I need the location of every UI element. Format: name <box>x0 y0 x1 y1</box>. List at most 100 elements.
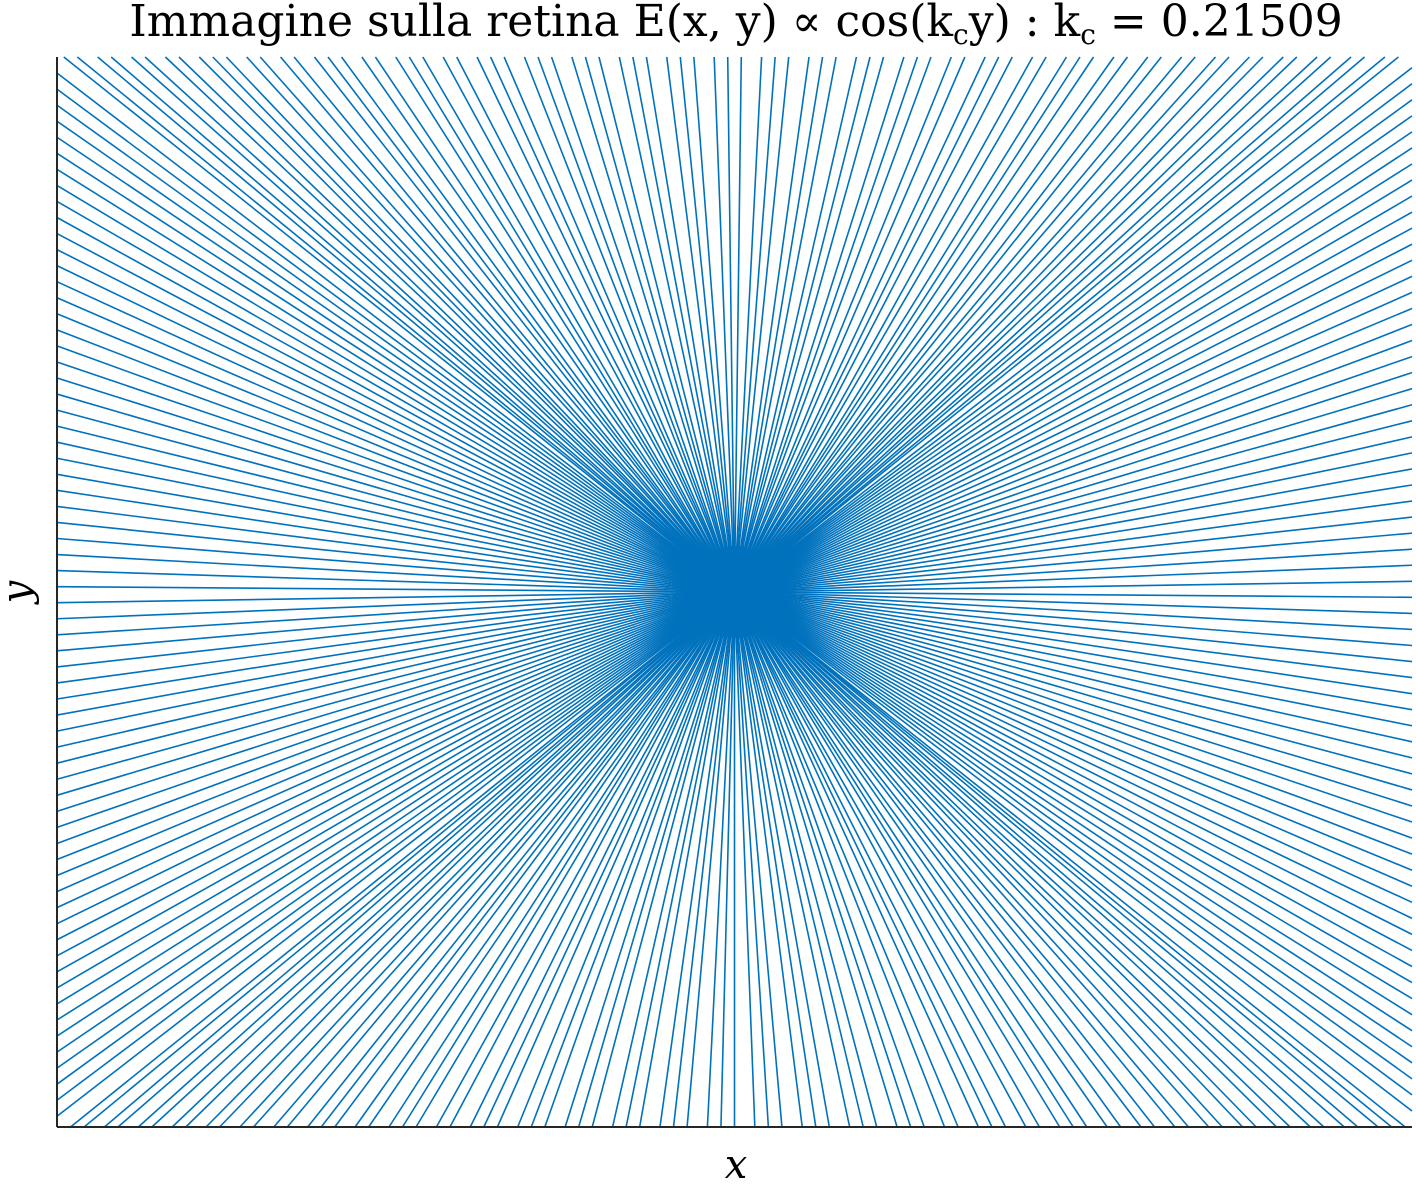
ray-right-31 <box>734 591 1413 615</box>
ray-top-72 <box>733 56 1230 593</box>
ray-right-32 <box>734 591 1413 599</box>
x-axis-label: x <box>725 1142 748 1186</box>
ray-top-35 <box>632 56 736 593</box>
ray-left-24 <box>56 591 735 732</box>
ray-bottom-43 <box>733 591 770 1128</box>
ray-top-34 <box>618 56 736 593</box>
y-axis-label: y <box>0 579 40 605</box>
ray-top-63 <box>733 56 1081 593</box>
ray-left-58 <box>56 184 735 593</box>
ray-top-37 <box>665 56 736 593</box>
ray-right-35 <box>734 548 1413 593</box>
ray-top-5 <box>144 56 736 593</box>
ray-bottom-16 <box>334 591 736 1128</box>
ray-bottom-33 <box>611 591 736 1128</box>
ray-top-23 <box>442 56 736 593</box>
ray-top-82 <box>733 56 1399 593</box>
ray-top-50 <box>733 56 871 593</box>
ray-bottom-67 <box>733 591 1156 1128</box>
ray-top-51 <box>733 56 885 593</box>
ray-top-80 <box>733 56 1366 593</box>
ray-top-19 <box>374 56 736 593</box>
ray-top-30 <box>550 56 736 593</box>
ray-bottom-71 <box>733 591 1223 1128</box>
ray-bottom-22 <box>435 591 736 1128</box>
ray-bottom-15 <box>320 591 736 1128</box>
ray-left-40 <box>56 473 735 593</box>
ray-left-44 <box>56 409 735 593</box>
ray-bottom-50 <box>733 591 878 1128</box>
ray-top-20 <box>395 56 736 593</box>
ray-left-1 <box>56 591 735 1101</box>
ray-left-12 <box>56 591 735 925</box>
ray-top-14 <box>293 56 736 593</box>
ray-right-47 <box>734 355 1413 593</box>
ray-bottom-35 <box>638 591 736 1128</box>
ray-bottom-76 <box>733 591 1311 1128</box>
ray-right-15 <box>734 591 1413 871</box>
ray-top-76 <box>733 56 1298 593</box>
ray-right-36 <box>734 532 1413 593</box>
ray-left-8 <box>56 591 735 989</box>
ray-top-16 <box>327 56 736 593</box>
ray-left-61 <box>56 136 735 593</box>
ray-left-22 <box>56 591 735 764</box>
ray-left-6 <box>56 591 735 1021</box>
ray-bottom-52 <box>733 591 912 1128</box>
ray-left-64 <box>56 88 735 593</box>
ray-bottom-3 <box>117 591 736 1128</box>
ray-left-29 <box>56 591 735 652</box>
ray-top-44 <box>733 56 776 593</box>
ray-right-62 <box>734 115 1413 593</box>
ray-right-21 <box>734 591 1413 775</box>
ray-convergence-center <box>688 546 781 638</box>
ray-bottom-18 <box>367 591 736 1128</box>
ray-top-68 <box>733 56 1162 593</box>
ray-top-74 <box>733 56 1264 593</box>
ray-bottom-28 <box>530 591 736 1128</box>
ray-top-73 <box>733 56 1250 593</box>
ray-top-1 <box>76 56 736 593</box>
ray-bottom-74 <box>733 591 1278 1128</box>
ray-left-26 <box>56 591 735 700</box>
ray-top-58 <box>733 56 1000 593</box>
ray-left-37 <box>56 521 735 593</box>
ray-left-30 <box>56 591 735 636</box>
ray-bottom-80 <box>733 591 1379 1128</box>
ray-left-11 <box>56 591 735 941</box>
ray-bottom-77 <box>733 591 1325 1128</box>
chart-title-subscript-2: c <box>1080 18 1096 51</box>
ray-right-26 <box>734 591 1413 695</box>
ray-top-13 <box>279 56 736 593</box>
ray-left-4 <box>56 591 735 1053</box>
ray-top-49 <box>733 56 858 593</box>
ray-bottom-47 <box>733 591 831 1128</box>
ray-left-50 <box>56 313 735 593</box>
ray-bottom-61 <box>733 591 1061 1128</box>
ray-left-51 <box>56 297 735 593</box>
ray-top-12 <box>259 56 736 593</box>
ray-right-2 <box>734 591 1413 1080</box>
ray-top-0 <box>63 56 735 593</box>
ray-left-48 <box>56 345 735 593</box>
ray-right-30 <box>734 591 1413 631</box>
chart-title: Immagine sulla retina E(x, y) ∝ cos(kcy)… <box>129 0 1342 51</box>
ray-bottom-32 <box>591 591 736 1128</box>
ray-left-39 <box>56 489 735 593</box>
ray-left-0 <box>56 591 735 1117</box>
ray-top-43 <box>733 56 763 593</box>
ray-bottom-29 <box>544 591 736 1128</box>
ray-bottom-82 <box>734 591 1406 1128</box>
ray-bottom-46 <box>733 591 817 1128</box>
ray-left-3 <box>56 591 735 1069</box>
ray-left-38 <box>56 505 735 593</box>
ray-top-60 <box>733 56 1034 593</box>
ray-bottom-14 <box>307 591 736 1128</box>
ray-bottom-34 <box>625 591 736 1128</box>
ray-right-53 <box>734 259 1413 593</box>
ray-top-70 <box>733 56 1196 593</box>
ray-bottom-27 <box>516 591 736 1128</box>
ray-top-21 <box>408 56 736 593</box>
ray-left-42 <box>56 441 735 593</box>
ray-bottom-42 <box>733 591 756 1128</box>
